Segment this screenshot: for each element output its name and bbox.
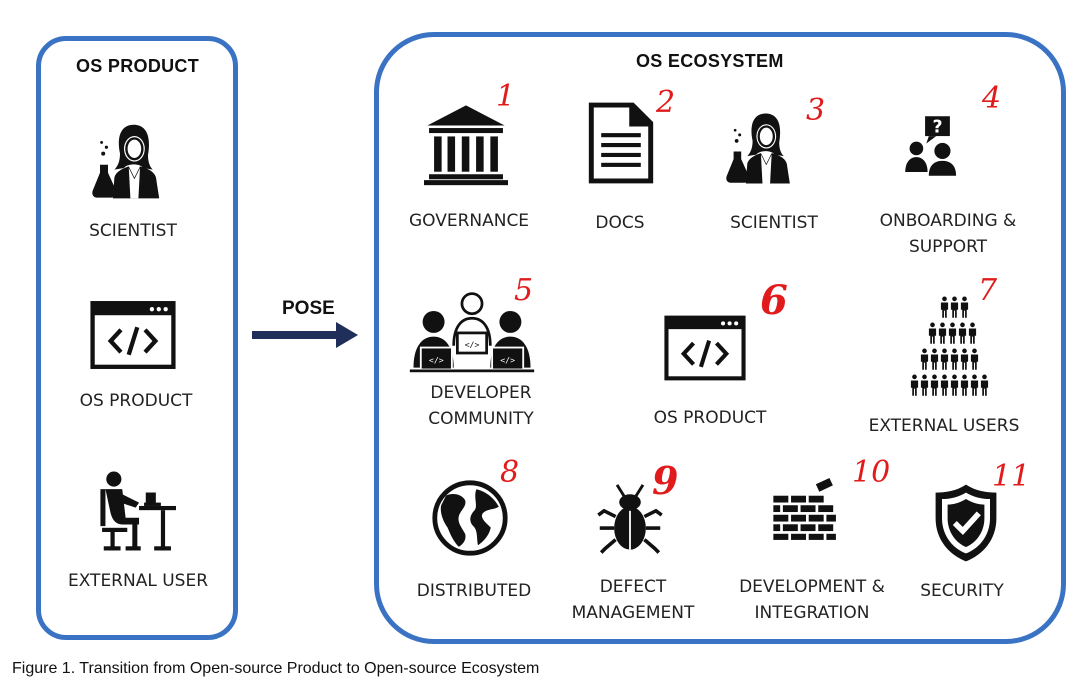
right-panel-title: OS ECOSYSTEM bbox=[636, 51, 784, 71]
brick-wall-icon bbox=[772, 472, 840, 548]
crowd-row-2 bbox=[928, 322, 977, 344]
left-label-external-user: EXTERNAL USER bbox=[67, 571, 209, 591]
annotation-number-2: 2 bbox=[656, 85, 676, 120]
code-window-icon bbox=[664, 314, 746, 382]
label-security: SECURITY bbox=[920, 581, 1004, 601]
right-arrow-icon bbox=[252, 322, 358, 348]
crowd-row-3 bbox=[920, 348, 979, 370]
figure-caption: Figure 1. Transition from Open-source Pr… bbox=[12, 660, 540, 677]
shield-check-icon bbox=[934, 482, 998, 564]
left-label-os-product: OS PRODUCT bbox=[79, 391, 193, 411]
document-icon bbox=[588, 100, 654, 186]
pose-label: POSE bbox=[282, 298, 335, 319]
crowd-row-4 bbox=[910, 374, 989, 396]
scientist-icon bbox=[92, 116, 172, 204]
annotation-number-9: 9 bbox=[652, 458, 679, 503]
annotation-number-8: 8 bbox=[500, 455, 520, 490]
crowd-icon bbox=[910, 296, 989, 396]
annotation-number-7: 7 bbox=[978, 273, 998, 308]
annotation-number-3: 3 bbox=[806, 93, 826, 128]
crowd-row-1 bbox=[940, 296, 969, 318]
label-os-product: OS PRODUCT bbox=[653, 408, 767, 428]
label-distributed: DISTRIBUTED bbox=[416, 581, 532, 601]
label-docs: DOCS bbox=[595, 213, 645, 233]
annotation-number-10: 10 bbox=[852, 455, 891, 490]
support-question-icon bbox=[904, 104, 966, 188]
os-ecosystem-panel bbox=[374, 32, 1066, 644]
label-defect-management: DEFECT MANAGEMENT bbox=[571, 577, 695, 623]
scientist-icon bbox=[726, 104, 802, 190]
annotation-number-4: 4 bbox=[982, 81, 1002, 116]
globe-icon bbox=[430, 478, 510, 558]
label-governance: GOVERNANCE bbox=[408, 211, 530, 231]
annotation-number-1: 1 bbox=[496, 79, 516, 114]
left-panel-title: OS PRODUCT bbox=[76, 56, 200, 76]
annotation-number-5: 5 bbox=[514, 273, 534, 308]
label-development-integration: DEVELOPMENT & INTEGRATION bbox=[739, 577, 885, 623]
annotation-number-11: 11 bbox=[992, 459, 1031, 494]
code-window-icon bbox=[90, 300, 176, 370]
label-onboarding-support: ONBOARDING & SUPPORT bbox=[879, 211, 1017, 257]
label-external-users: EXTERNAL USERS bbox=[868, 416, 1020, 436]
user-at-desk-icon bbox=[92, 466, 176, 556]
annotation-number-6: 6 bbox=[760, 277, 788, 324]
label-developer-community: DEVELOPER COMMUNITY bbox=[428, 383, 534, 429]
left-label-scientist: SCIENTIST bbox=[89, 221, 177, 241]
os-product-panel bbox=[36, 36, 238, 640]
label-scientist: SCIENTIST bbox=[730, 213, 818, 233]
